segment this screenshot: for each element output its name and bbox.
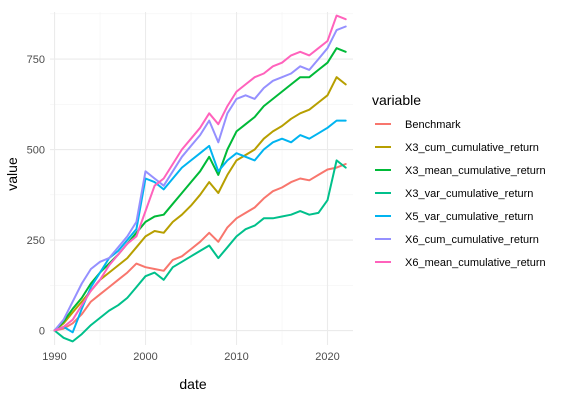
y-tick-label: 500 [27, 145, 45, 157]
y-axis-title: value [4, 157, 20, 191]
y-tick-label: 250 [27, 235, 45, 247]
legend-title: variable [372, 92, 421, 108]
legend-item: X3_mean_cumulative_return [375, 165, 546, 177]
legend-label: X5_var_cumulative_return [405, 211, 533, 223]
x-tick-label: 1990 [42, 351, 66, 363]
legend-item: X3_cum_cumulative_return [375, 142, 539, 154]
legend: variable Benchmark X3_cum_cumulative_retu… [372, 92, 546, 269]
grid [50, 12, 353, 345]
x-tick-label: 2020 [315, 351, 339, 363]
legend-item: X3_var_cumulative_return [375, 188, 533, 200]
y-tick-label: 750 [27, 54, 45, 66]
legend-item: X6_mean_cumulative_return [375, 257, 546, 269]
series-line-x6-cum-cumulative-return [53, 25, 347, 332]
series-line-x6-mean-cumulative-return [53, 14, 347, 332]
series-line-x3-var-cumulative-return [53, 159, 347, 343]
series-line-x3-cum-cumulative-return [53, 76, 347, 332]
series-line-x3-mean-cumulative-return [53, 47, 347, 332]
legend-item: X6_cum_cumulative_return [375, 234, 539, 246]
legend-label: X6_mean_cumulative_return [405, 257, 546, 269]
legend-label: X3_var_cumulative_return [405, 188, 533, 200]
legend-item: Benchmark [375, 119, 461, 131]
legend-item: X5_var_cumulative_return [375, 211, 533, 223]
series-line-x5-var-cumulative-return [53, 119, 347, 334]
x-tick-label: 2010 [224, 351, 248, 363]
x-axis-title: date [179, 376, 206, 392]
y-tick-labels: 0 250 500 750 [27, 54, 45, 337]
series-lines [53, 14, 347, 343]
legend-label: X3_mean_cumulative_return [405, 165, 546, 177]
series-line-benchmark [53, 163, 347, 332]
legend-items: Benchmark X3_cum_cumulative_return X3_mean… [375, 119, 546, 269]
x-tick-label: 2000 [133, 351, 157, 363]
legend-label: Benchmark [405, 119, 461, 131]
x-tick-labels: 1990 2000 2010 2020 [42, 351, 339, 363]
legend-label: X3_cum_cumulative_return [405, 142, 539, 154]
legend-label: X6_cum_cumulative_return [405, 234, 539, 246]
y-tick-label: 0 [39, 326, 45, 338]
